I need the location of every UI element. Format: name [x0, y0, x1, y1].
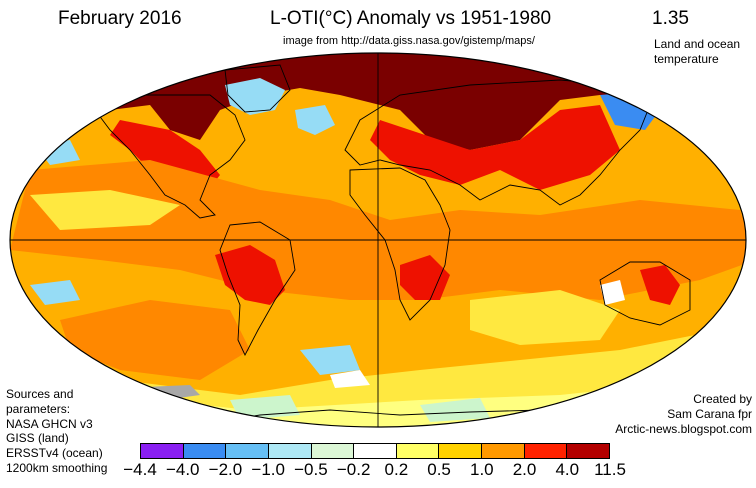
legend-label: 0.5: [427, 460, 451, 479]
legend-label: 11.5: [594, 460, 626, 479]
europe-asia-outline: [344, 79, 651, 206]
equatorial-pacific-mild-zone: [30, 190, 180, 230]
south-america-warm-zone: [215, 245, 285, 305]
legend-swatch: [183, 444, 227, 458]
antarctic-green-patch: [420, 398, 490, 422]
legend-swatch: [311, 444, 355, 458]
legend-swatch: [354, 444, 397, 458]
image-source-note: image from http://data.giss.nasa.gov/gis…: [283, 35, 535, 47]
south-pacific-warm-zone: [60, 300, 250, 380]
legend-swatch: [567, 444, 610, 458]
legend-label: −4.0: [165, 460, 200, 479]
sources-line: ERSSTv4 (ocean): [6, 446, 103, 461]
tropical-warm-band: [10, 160, 746, 300]
map-month: February 2016: [58, 8, 182, 29]
legend-swatch: [524, 444, 568, 458]
legend-label: −0.5: [294, 460, 328, 479]
legend-swatch: [268, 444, 312, 458]
map-title: L-OTI(°C) Anomaly vs 1951-1980: [270, 8, 552, 29]
sources-line: Sources and: [6, 387, 74, 401]
australia-outline: [599, 261, 691, 326]
legend-swatch: [226, 444, 269, 458]
dataset-note-line: Land and ocean: [654, 37, 741, 51]
legend-label: −0.2: [336, 460, 371, 479]
antarctic-neutral-patch: [330, 370, 370, 388]
southern-ocean-cool-anomaly: [300, 345, 360, 375]
dataset-note-line: temperature: [654, 52, 719, 66]
north-america-outline: [94, 94, 246, 219]
legend-label: 0.2: [384, 460, 409, 479]
legend-label: 1.0: [469, 460, 494, 479]
legend-label: −4.4: [123, 460, 157, 479]
legend-label: 4.0: [555, 460, 580, 479]
legend-label: −1.0: [251, 460, 285, 479]
legend-label: 2.0: [512, 460, 537, 479]
legend-swatch: [141, 444, 184, 458]
legend-swatch: [482, 444, 525, 458]
greenland-outline: [224, 64, 291, 113]
africa-outline: [349, 167, 451, 321]
africa-warm-zone: [400, 255, 450, 300]
sources-line: parameters:: [6, 401, 71, 416]
north-atlantic-cool-anomaly: [295, 105, 335, 135]
color-legend-labels: −4.4 −4.0 −2.0 −1.0 −0.5 −0.2 0.2 0.5 1.0 2.0 4.0 1…: [0, 460, 756, 486]
south-pacific-cool-anomaly: [30, 280, 80, 305]
eurasia-warm-zone: [370, 105, 620, 190]
australia-warm-zone: [640, 265, 680, 305]
antarctic-neutral-patch: [600, 280, 625, 305]
global-mean-value: 1.35: [652, 8, 689, 29]
credit-note: Created by Sam Carana fpr Arctic-news.bl…: [615, 392, 752, 436]
legend-label: −2.0: [208, 460, 243, 479]
credit-line: Arctic-news.blogspot.com: [615, 421, 752, 436]
greenland-cool-anomaly: [225, 78, 285, 115]
sources-line: NASA GHCN v3: [6, 416, 93, 431]
legend-swatch: [439, 444, 483, 458]
sources-line: 1200km smoothing: [6, 460, 108, 475]
indian-ocean-mild-zone: [470, 290, 620, 345]
sources-note: Sources and parameters: NASA GHCN v3 GIS…: [6, 387, 107, 476]
credit-line: Sam Carana fpr: [667, 406, 752, 421]
south-america-outline: [219, 221, 296, 357]
color-legend-bar: [140, 443, 610, 459]
credit-line: Created by: [693, 392, 752, 406]
globe-outline: [9, 52, 747, 428]
legend-swatch: [396, 444, 440, 458]
sources-line: GISS (land): [6, 431, 69, 446]
